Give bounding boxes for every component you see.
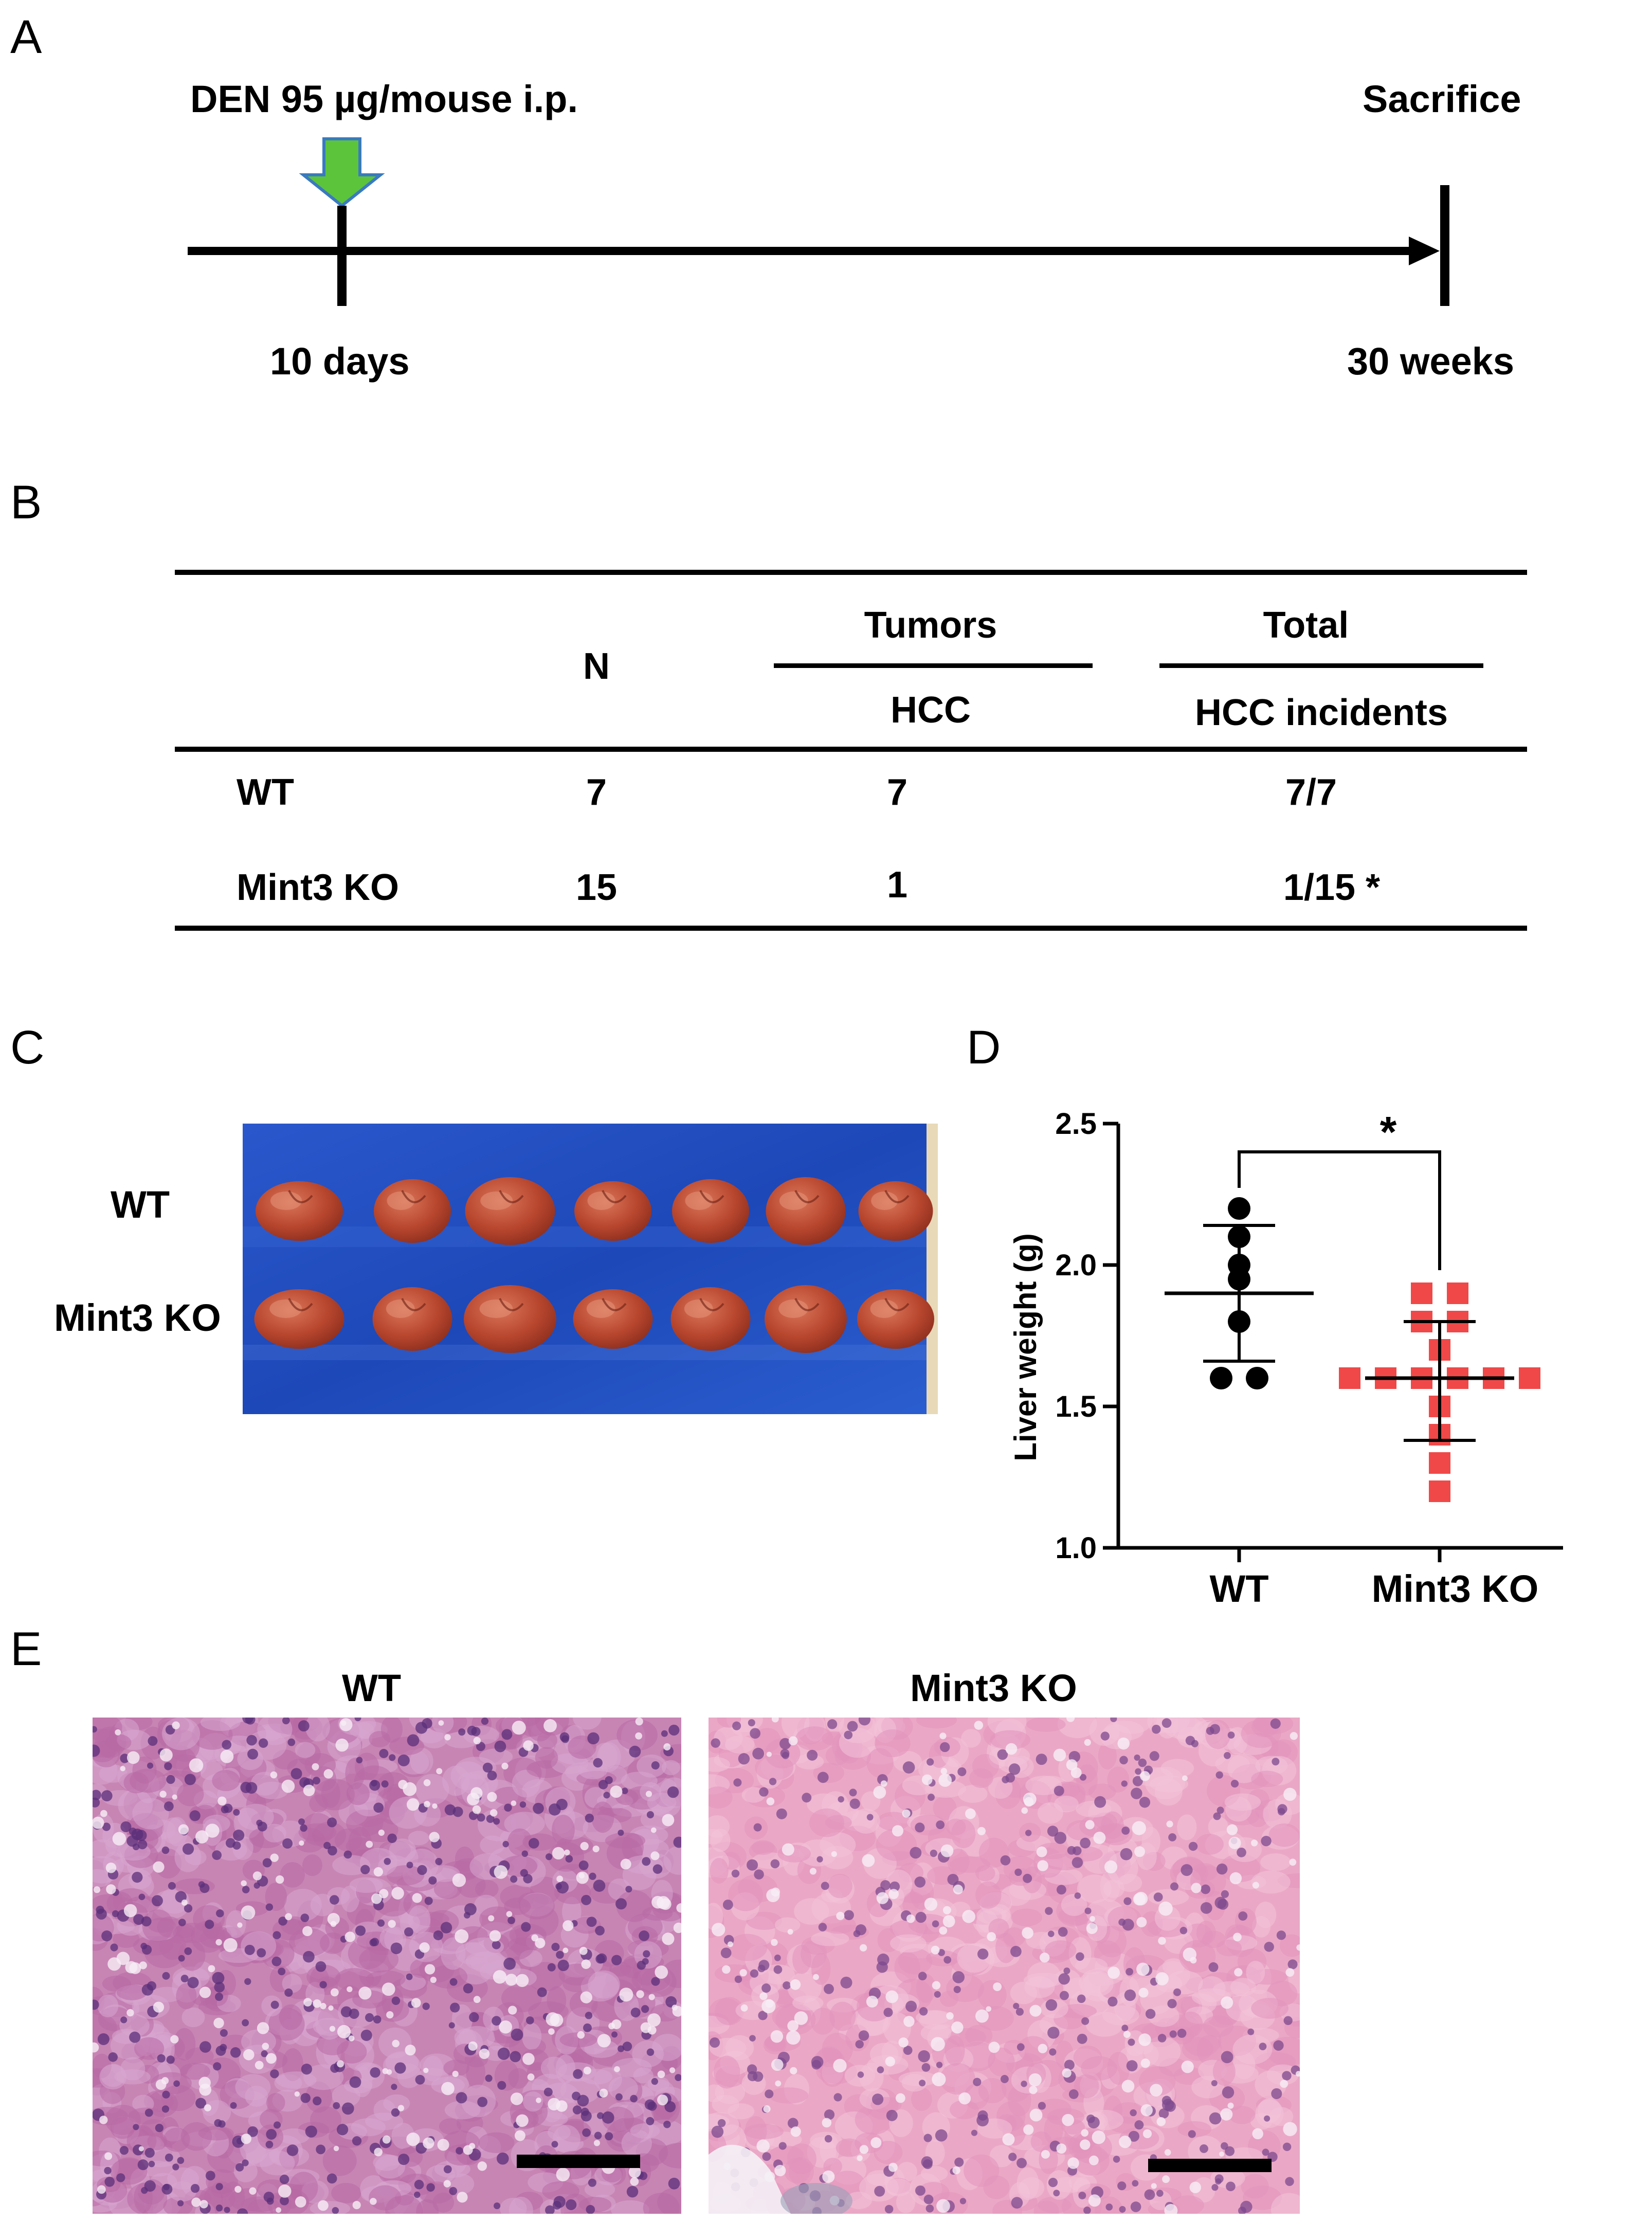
liver-specimen [372, 1287, 452, 1351]
table-header-rule [175, 747, 1527, 752]
timeline-treatment-label: DEN 95 µg/mouse i.p. [190, 78, 578, 120]
histology-image-wt [93, 1718, 681, 2214]
data-point-ko [1411, 1282, 1432, 1304]
header-tumors: Tumors [864, 605, 997, 646]
header-total: Total [1263, 605, 1349, 646]
liver-photo-image [243, 1124, 938, 1414]
liver-specimen [254, 1289, 344, 1349]
scale-bar-wt [517, 2155, 640, 2168]
histology-image-ko [709, 1718, 1300, 2214]
scale-bar-ko [1148, 2159, 1272, 2172]
header-tumors-sub: HCC [891, 690, 971, 731]
table-top-rule [175, 570, 1527, 575]
table-row-ko-n: 15 [575, 867, 618, 908]
liver-photo [243, 1124, 938, 1414]
x-tick-label: Mint3 KO [1372, 1567, 1539, 1610]
header-n: N [583, 646, 610, 687]
header-total-rule [1159, 663, 1483, 668]
panel-letter-a: A [10, 11, 42, 63]
table-row-wt-incidents: 7/7 [1285, 772, 1337, 813]
data-point-ko [1429, 1480, 1450, 1502]
table-row-ko-group: Mint3 KO [237, 867, 399, 908]
y-tick-label: 1.0 [1055, 1531, 1097, 1565]
injection-arrow-icon [299, 137, 385, 208]
photo-row-label-ko: Mint3 KO [54, 1296, 221, 1339]
y-tick-label: 2.0 [1055, 1249, 1097, 1282]
liver-specimen [765, 1285, 847, 1353]
panel-letter-b: B [10, 476, 42, 529]
histology-label-wt: WT [342, 1667, 402, 1709]
liver-specimen [670, 1287, 751, 1351]
panel-letter-d: D [967, 1021, 1001, 1074]
timeline-arrowhead-icon [1409, 237, 1440, 265]
liver-specimen [858, 1181, 933, 1241]
table-row-ko-incidents: 1/15 * [1283, 867, 1381, 908]
data-point-wt [1228, 1197, 1250, 1220]
panel-letter-e: E [10, 1623, 42, 1675]
data-point-wt [1210, 1367, 1232, 1389]
liver-specimen [374, 1179, 451, 1243]
liver-specimen [256, 1181, 343, 1241]
table-bottom-rule [175, 926, 1527, 931]
chart-y-axis-label: Liver weight (g) [1008, 1233, 1043, 1461]
table-row-wt-group: WT [237, 772, 294, 813]
timeline-start-label: 10 days [270, 340, 410, 383]
data-point-wt [1246, 1367, 1268, 1389]
data-point-ko [1519, 1367, 1540, 1389]
liver-specimen [766, 1177, 846, 1245]
liver-specimen [857, 1289, 934, 1349]
significance-bracket [1238, 1150, 1441, 1270]
data-point-ko [1429, 1452, 1450, 1474]
liver-specimen [672, 1179, 749, 1243]
liver-specimen [464, 1285, 556, 1353]
header-tumors-rule [774, 663, 1093, 668]
histology-image-wt-svg [93, 1718, 681, 2214]
table-row-ko-hcc: 1 [886, 864, 908, 906]
liver-specimen [574, 1181, 651, 1241]
significance-star: * [1380, 1108, 1397, 1156]
liver-specimen [465, 1177, 555, 1245]
data-point-ko [1447, 1282, 1468, 1304]
timeline-end-label: 30 weeks [1347, 340, 1515, 383]
histology-label-ko: Mint3 KO [910, 1667, 1077, 1709]
panel-letter-c: C [10, 1021, 45, 1074]
y-tick-label: 2.5 [1055, 1107, 1097, 1141]
histology-image-ko-svg [709, 1718, 1300, 2214]
table-row-wt-hcc: 7 [886, 772, 908, 813]
liver-weight-chart-svg: 1.01.52.02.5WT Mint3 KO Liver weight (g) … [1008, 1107, 1563, 1610]
photo-row-label-wt: WT [111, 1183, 170, 1226]
liver-weight-chart: 1.0 1.5 2.0 2.5 WT Mint3 KO Liver weight (g) … [967, 1080, 1609, 1625]
timeline-graphic [188, 137, 1449, 306]
data-point-ko [1339, 1367, 1360, 1389]
timeline-endpoint-label: Sacrifice [1363, 78, 1521, 120]
liver-specimen [573, 1289, 653, 1349]
table-row-wt-n: 7 [586, 772, 607, 813]
x-tick-label: WT [1209, 1567, 1268, 1610]
header-total-sub: HCC incidents [1194, 692, 1448, 733]
y-tick-label: 1.5 [1055, 1390, 1097, 1423]
